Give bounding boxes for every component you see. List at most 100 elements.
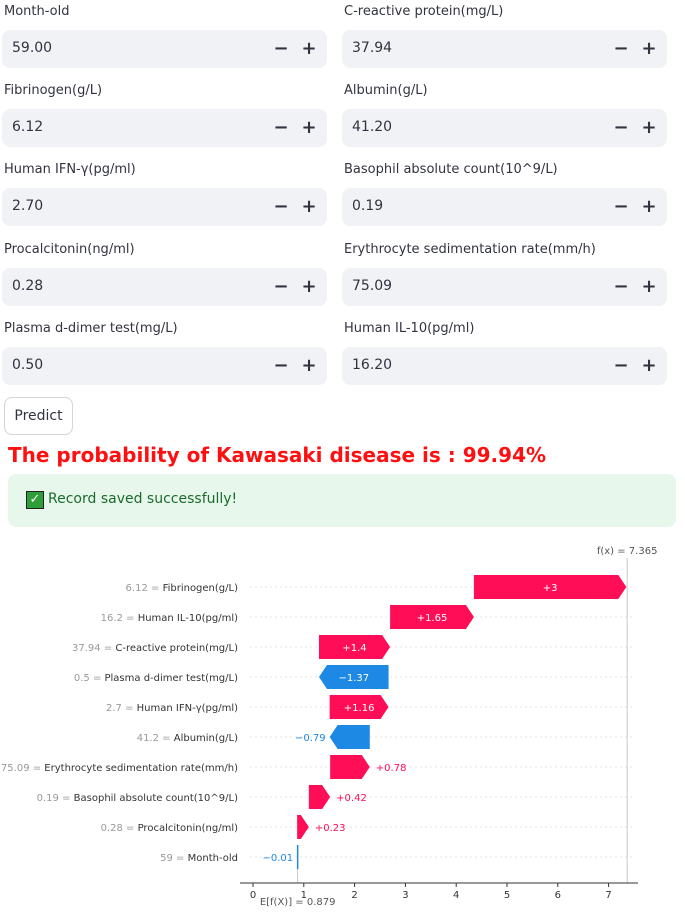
- feature-label: 0.5 = Plasma d-dimer test(mg/L): [74, 673, 238, 684]
- field-label: Albumin(g/L): [344, 83, 428, 98]
- number-value[interactable]: 0.28: [12, 278, 44, 294]
- success-alert: ✓ Record saved successfully!: [8, 474, 676, 527]
- number-input[interactable]: 59.00 − +: [2, 30, 327, 68]
- feature-value: 0.19 =: [37, 793, 74, 804]
- increment-button[interactable]: +: [641, 38, 657, 59]
- feature-label: 41.2 = Albumin(g/L): [137, 733, 238, 744]
- shap-value-label: +0.78: [376, 763, 407, 774]
- shap-value-label: +1.16: [344, 703, 375, 714]
- number-value[interactable]: 75.09: [352, 278, 393, 294]
- shap-value-label: +3: [543, 583, 558, 594]
- feature-name: Month-old: [188, 853, 238, 864]
- feature-value: 75.09 =: [1, 763, 44, 774]
- decrement-button[interactable]: −: [273, 117, 289, 138]
- base-value-label: E[f(X)] = 0.879: [260, 897, 336, 908]
- x-tick-label: 1: [301, 890, 307, 901]
- field-label: Human IL-10(pg/ml): [344, 321, 475, 336]
- decrement-button[interactable]: −: [613, 38, 629, 59]
- decrement-button[interactable]: −: [273, 355, 289, 376]
- field-label: Procalcitonin(ng/ml): [4, 242, 135, 257]
- increment-button[interactable]: +: [301, 38, 317, 59]
- increment-button[interactable]: +: [641, 196, 657, 217]
- field-label: C-reactive protein(mg/L): [344, 4, 504, 19]
- decrement-button[interactable]: −: [613, 117, 629, 138]
- x-tick-label: 5: [504, 890, 510, 901]
- number-input[interactable]: 6.12 − +: [2, 109, 327, 147]
- predict-button[interactable]: Predict: [4, 397, 73, 435]
- number-value[interactable]: 59.00: [12, 40, 53, 56]
- x-tick-label: 6: [555, 890, 561, 901]
- increment-button[interactable]: +: [301, 196, 317, 217]
- feature-value: 0.28 =: [101, 823, 138, 834]
- number-input[interactable]: 0.19 − +: [342, 188, 667, 226]
- number-value[interactable]: 16.20: [352, 357, 393, 373]
- number-value[interactable]: 2.70: [12, 198, 44, 214]
- feature-value: 2.7 =: [106, 703, 137, 714]
- number-input[interactable]: 0.28 − +: [2, 268, 327, 306]
- shap-bar: [329, 695, 389, 719]
- field-label: Plasma d-dimer test(mg/L): [4, 321, 178, 336]
- output-value-label: f(x) = 7.365: [597, 546, 658, 557]
- x-tick-label: 0: [250, 890, 256, 901]
- feature-value: 37.94 =: [72, 643, 115, 654]
- feature-name: Basophil absolute count(10^9/L): [74, 793, 238, 804]
- increment-button[interactable]: +: [301, 355, 317, 376]
- feature-label: 37.94 = C-reactive protein(mg/L): [72, 643, 238, 654]
- number-value[interactable]: 0.19: [352, 198, 384, 214]
- decrement-button[interactable]: −: [613, 355, 629, 376]
- shap-waterfall-chart: 6.12 = Fibrinogen(g/L) +3 16.2 = Human IL-…: [1, 546, 658, 908]
- feature-label: 75.09 = Erythrocyte sedimentation rate(m…: [1, 763, 238, 774]
- decrement-button[interactable]: −: [273, 196, 289, 217]
- feature-name: C-reactive protein(mg/L): [115, 643, 238, 654]
- number-input[interactable]: 37.94 − +: [342, 30, 667, 68]
- increment-button[interactable]: +: [641, 355, 657, 376]
- number-value[interactable]: 41.20: [352, 119, 393, 135]
- shap-bar: [308, 785, 331, 809]
- field-label: Fibrinogen(g/L): [4, 83, 103, 98]
- feature-name: Human IL-10(pg/ml): [138, 613, 238, 624]
- number-input[interactable]: 2.70 − +: [2, 188, 327, 226]
- feature-name: Human IFN-γ(pg/ml): [137, 703, 238, 714]
- x-tick-label: 2: [351, 890, 357, 901]
- number-value[interactable]: 37.94: [352, 40, 393, 56]
- shap-bar: [473, 575, 627, 599]
- feature-label: 0.19 = Basophil absolute count(10^9/L): [37, 793, 238, 804]
- number-value[interactable]: 6.12: [12, 119, 44, 135]
- prediction-result: The probability of Kawasaki disease is :…: [8, 443, 547, 467]
- feature-value: 59 =: [160, 853, 187, 864]
- shap-value-label: −1.37: [338, 673, 369, 684]
- increment-button[interactable]: +: [641, 117, 657, 138]
- shap-value-label: +0.42: [336, 793, 367, 804]
- feature-name: Erythrocyte sedimentation rate(mm/h): [44, 763, 238, 774]
- feature-name: Albumin(g/L): [174, 733, 238, 744]
- feature-value: 6.12 =: [126, 583, 163, 594]
- increment-button[interactable]: +: [301, 276, 317, 297]
- field-label: Month-old: [4, 4, 70, 19]
- number-input[interactable]: 75.09 − +: [342, 268, 667, 306]
- feature-value: 0.5 =: [74, 673, 105, 684]
- decrement-button[interactable]: −: [273, 276, 289, 297]
- field-label: Erythrocyte sedimentation rate(mm/h): [344, 242, 596, 257]
- field-label: Basophil absolute count(10^9/L): [344, 162, 558, 177]
- decrement-button[interactable]: −: [613, 276, 629, 297]
- shap-bar: [318, 665, 389, 689]
- shap-bar: [318, 635, 391, 659]
- feature-label: 2.7 = Human IFN-γ(pg/ml): [106, 703, 238, 714]
- number-input[interactable]: 0.50 − +: [2, 347, 327, 385]
- number-input[interactable]: 16.20 − +: [342, 347, 667, 385]
- feature-label: 16.2 = Human IL-10(pg/ml): [101, 613, 238, 624]
- number-value[interactable]: 0.50: [12, 357, 44, 373]
- increment-button[interactable]: +: [641, 276, 657, 297]
- shap-bar: [390, 605, 474, 629]
- field-label: Human IFN-γ(pg/ml): [4, 162, 136, 177]
- increment-button[interactable]: +: [301, 117, 317, 138]
- decrement-button[interactable]: −: [613, 196, 629, 217]
- number-input[interactable]: 41.20 − +: [342, 109, 667, 147]
- feature-value: 16.2 =: [101, 613, 138, 624]
- feature-name: Fibrinogen(g/L): [163, 583, 239, 594]
- feature-label: 0.28 = Procalcitonin(ng/ml): [101, 823, 239, 834]
- decrement-button[interactable]: −: [273, 38, 289, 59]
- shap-value-label: −0.79: [295, 733, 326, 744]
- feature-name: Plasma d-dimer test(mg/L): [105, 673, 239, 684]
- feature-label: 59 = Month-old: [160, 853, 238, 864]
